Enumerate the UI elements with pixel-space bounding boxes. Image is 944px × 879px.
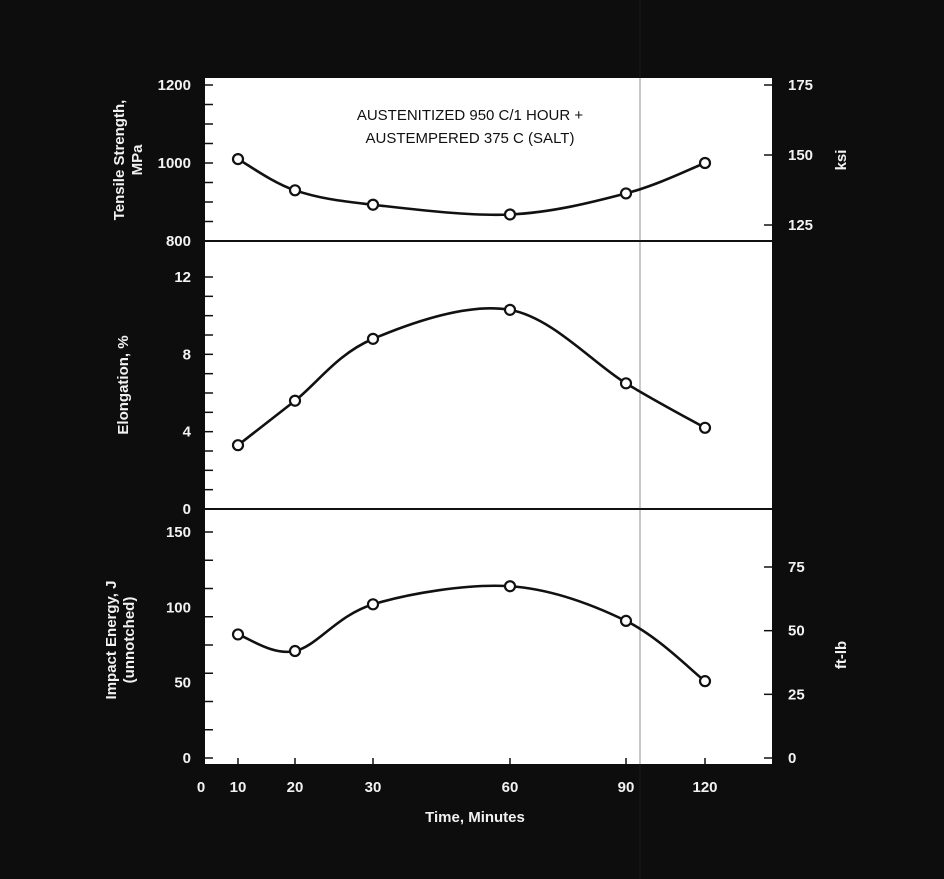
x-axis-title: Time, Minutes [425,809,525,826]
tensile-ylabel-line-1: Tensile Strength, [111,100,128,221]
y-tick-label: 0 [183,750,191,767]
data-point [619,187,633,200]
y-tick-label: 1200 [158,77,191,94]
x-tick-label: 120 [692,779,717,796]
tensile-y2label: ksi [833,150,850,171]
data-point [698,675,712,688]
y2-tick-label: 175 [788,77,813,94]
y-tick-label: 4 [183,424,192,441]
x-tick-label: 10 [230,779,247,796]
x-tick-label: 20 [287,779,304,796]
tensile-ylabel-line-2: MPa [129,144,146,176]
data-point [698,421,712,434]
impact-y2label: ft-lb [833,641,850,669]
x-tick-label: 90 [618,779,635,796]
y-tick-label: 1000 [158,155,191,172]
chart-marks: 1200100080017515012512840150100500755025… [158,77,813,796]
chart-title-line-1: AUSTENITIZED 950 C/1 HOUR + [357,107,584,124]
chart-title-line-2: AUSTEMPERED 375 C (SALT) [366,130,575,147]
data-point [366,332,380,345]
data-point [288,394,302,407]
data-point [698,156,712,170]
y2-tick-label: 125 [788,217,813,234]
data-point [503,303,517,316]
data-point [288,644,302,658]
y-tick-label: 100 [166,599,191,616]
data-point [366,198,380,211]
data-point [231,439,245,452]
x-tick-label: 30 [365,779,382,796]
y-tick-label: 8 [183,346,191,363]
y2-tick-label: 0 [788,750,796,767]
data-point [503,580,517,593]
x-tick-label: 0 [197,779,205,796]
x-tick-label: 60 [502,779,519,796]
y-tick-label: 0 [183,501,191,518]
y-tick-label: 800 [166,233,191,250]
elongation-ylabel: Elongation, % [115,335,132,434]
y-tick-label: 150 [166,524,191,541]
y2-tick-label: 150 [788,147,813,164]
plot-area [205,78,772,764]
data-point [619,614,633,627]
data-point [231,628,245,641]
y-tick-label: 50 [174,675,191,692]
data-point [288,184,302,197]
impact-ylabel-line-1: Impact Energy, J [103,581,120,700]
impact-ylabel-line-2: (unnotched) [121,597,138,684]
y2-tick-label: 25 [788,686,805,703]
data-point [619,377,633,390]
data-point [366,598,380,611]
y-tick-label: 12 [174,269,191,286]
y2-tick-label: 75 [788,559,805,576]
data-point [231,153,245,166]
data-point [503,208,517,221]
y2-tick-label: 50 [788,623,805,640]
